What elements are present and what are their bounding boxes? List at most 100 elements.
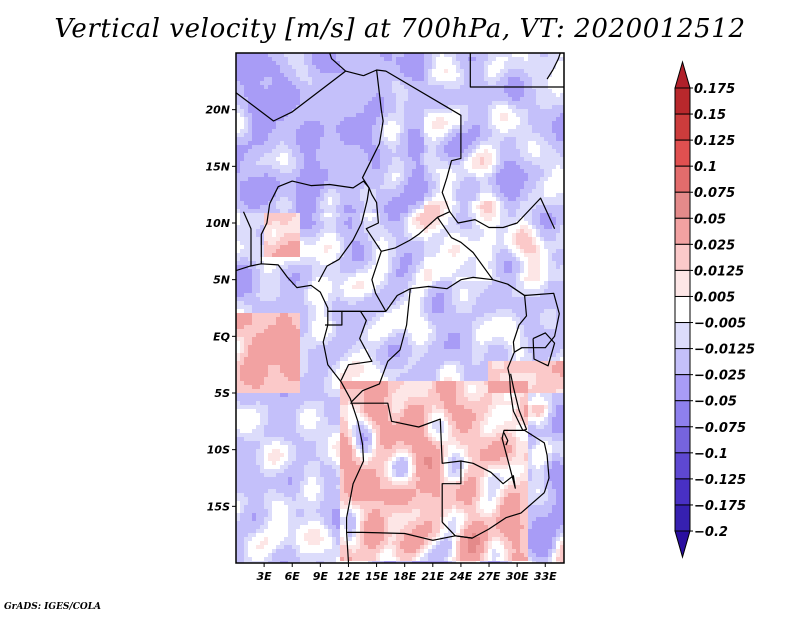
field-cell [500, 213, 504, 217]
field-cell [372, 53, 376, 57]
field-cell [384, 301, 388, 305]
field-cell [520, 181, 524, 185]
field-cell [476, 89, 480, 93]
field-cell [260, 217, 264, 221]
field-cell [520, 185, 524, 189]
field-cell [264, 85, 268, 89]
field-cell [396, 69, 400, 73]
field-cell [296, 165, 300, 169]
field-cell [424, 157, 428, 161]
field-cell [372, 93, 376, 97]
field-cell [520, 109, 524, 113]
field-cell [344, 117, 348, 121]
field-cell [332, 173, 336, 177]
field-cell [320, 153, 324, 157]
field-cell [264, 53, 268, 57]
field-cell [348, 313, 352, 317]
field-cell [452, 161, 456, 165]
field-cell [392, 105, 396, 109]
field-cell [272, 93, 276, 97]
field-cell [304, 89, 308, 93]
field-cell [484, 73, 488, 77]
field-cell [532, 205, 536, 209]
field-cell [556, 201, 560, 205]
field-cell [480, 117, 484, 121]
field-cell [376, 101, 380, 105]
field-cell [404, 73, 408, 77]
field-cell [256, 229, 260, 233]
field-cell [244, 105, 248, 109]
field-cell [524, 161, 528, 165]
field-cell [452, 149, 456, 153]
field-cell [340, 77, 344, 81]
field-cell [328, 181, 332, 185]
field-cell [376, 237, 380, 241]
field-cell [236, 77, 240, 81]
field-cell [388, 265, 392, 269]
field-cell [484, 309, 488, 313]
field-cell [512, 65, 516, 69]
field-cell [408, 273, 412, 277]
field-cell [472, 313, 476, 317]
field-cell [472, 53, 476, 57]
field-cell [424, 65, 428, 69]
field-cell [276, 281, 280, 285]
field-cell [436, 333, 440, 337]
field-cell [284, 133, 288, 137]
field-cell [432, 77, 436, 81]
field-cell [348, 213, 352, 217]
field-cell [428, 225, 432, 229]
field-cell [304, 205, 308, 209]
field-cell [376, 125, 380, 129]
field-cell [308, 57, 312, 61]
field-cell [308, 173, 312, 177]
field-cell [368, 249, 372, 253]
field-cell [296, 329, 300, 333]
field-cell [488, 77, 492, 81]
field-cell [464, 313, 468, 317]
field-cell [264, 209, 268, 213]
field-cell [348, 321, 352, 325]
field-cell [416, 257, 420, 261]
field-cell [268, 57, 272, 61]
field-cell [504, 305, 508, 309]
field-cell [448, 85, 452, 89]
field-cell [408, 129, 412, 133]
field-cell [288, 233, 292, 237]
field-cell [428, 237, 432, 241]
field-cell [504, 149, 508, 153]
field-cell [288, 265, 292, 269]
field-cell [440, 285, 444, 289]
field-cell [400, 149, 404, 153]
field-cell [380, 165, 384, 169]
field-cell [260, 253, 264, 257]
field-cell [468, 325, 472, 329]
field-cell [288, 181, 292, 185]
field-cell [332, 129, 336, 133]
field-cell [312, 169, 316, 173]
field-cell [532, 237, 536, 241]
field-cell [560, 305, 564, 309]
field-cell [352, 317, 356, 321]
field-cell [292, 237, 296, 241]
field-cell [344, 101, 348, 105]
field-cell [520, 189, 524, 193]
field-cell [392, 305, 396, 309]
field-cell [536, 113, 540, 117]
field-cell [544, 173, 548, 177]
field-cell [340, 69, 344, 73]
field-cell [336, 277, 340, 281]
field-cell [464, 233, 468, 237]
field-cell [248, 69, 252, 73]
field-cell [276, 313, 280, 317]
field-cell [356, 65, 360, 69]
field-cell [356, 77, 360, 81]
field-cell [448, 161, 452, 165]
field-cell [292, 141, 296, 145]
field-cell [472, 229, 476, 233]
field-cell [360, 129, 364, 133]
field-cell [360, 53, 364, 57]
field-cell [460, 101, 464, 105]
field-cell [272, 109, 276, 113]
field-cell [560, 237, 564, 241]
